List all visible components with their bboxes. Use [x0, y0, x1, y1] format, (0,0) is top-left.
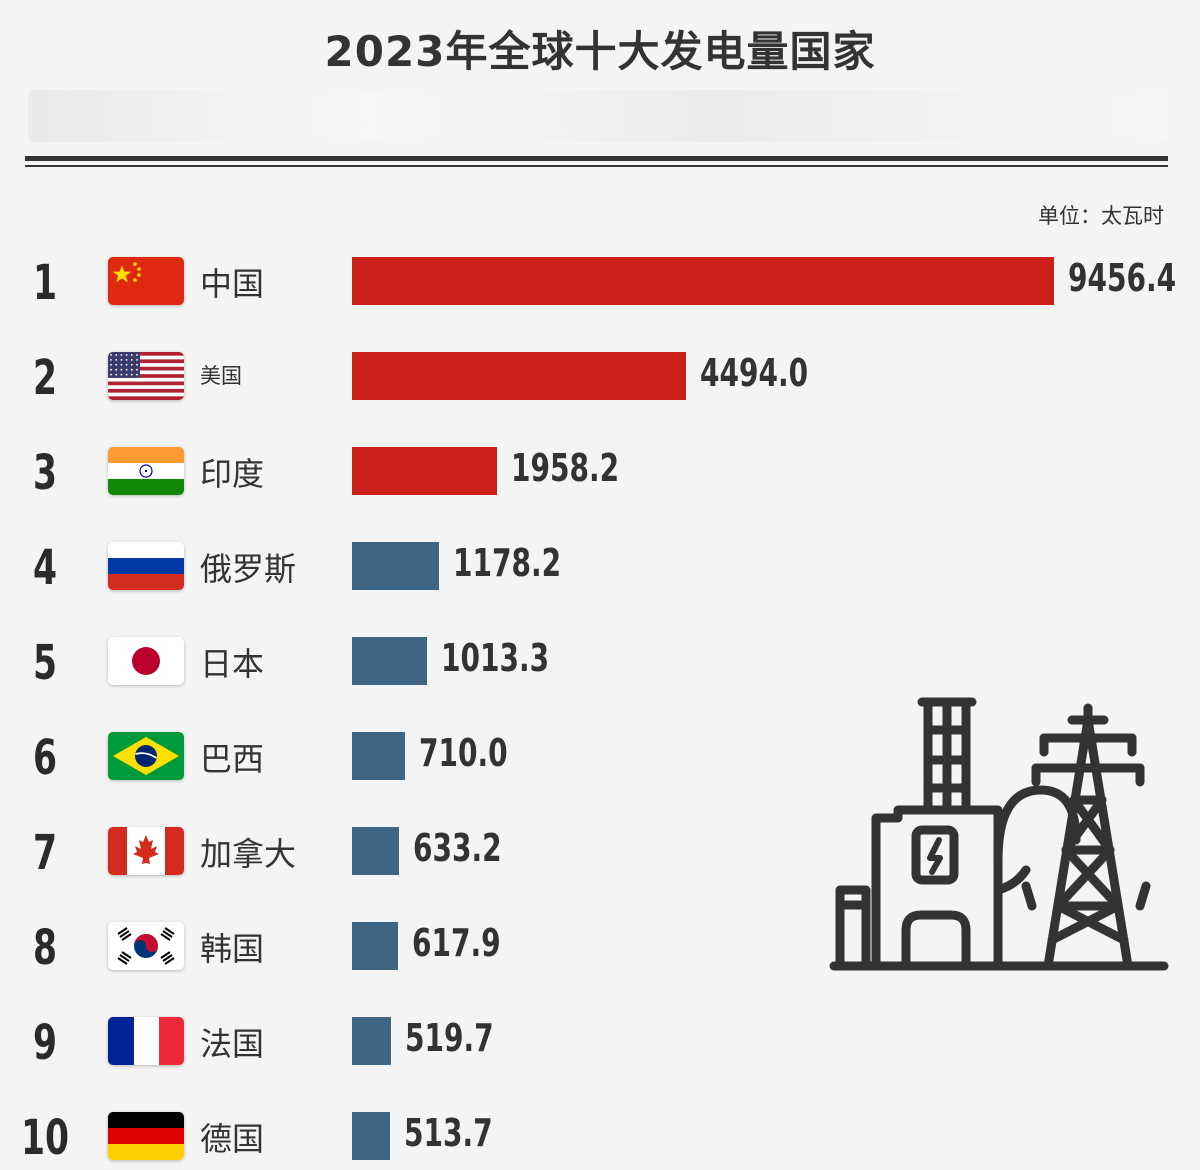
- value-label-south-korea: 617.9: [411, 921, 501, 965]
- rank-number: 10: [20, 1110, 70, 1166]
- russia-flag: [108, 542, 184, 590]
- brazil-flag: [108, 732, 184, 780]
- country-label-russia: 俄罗斯: [200, 550, 297, 588]
- germany-flag: [108, 1112, 184, 1160]
- header-rule-thin: [25, 165, 1168, 167]
- rank-number: 5: [32, 635, 58, 691]
- bar-brazil: [352, 732, 405, 780]
- canada-flag: [108, 827, 184, 875]
- header-rule-thick: [25, 156, 1168, 161]
- country-label-india: 印度: [200, 455, 265, 493]
- country-label-south-korea: 韩国: [200, 930, 265, 968]
- rank-number: 6: [32, 730, 58, 786]
- country-label-japan: 日本: [200, 645, 265, 683]
- rank-number: 1: [32, 255, 58, 311]
- value-label-china: 9456.4: [1068, 256, 1177, 300]
- rank-number: 8: [32, 920, 58, 976]
- power-plant-icon: [829, 697, 1169, 971]
- usa-flag: [108, 352, 184, 400]
- bar-south-korea: [352, 922, 398, 970]
- value-label-usa: 4494.0: [699, 351, 808, 395]
- bar-france: [352, 1017, 391, 1065]
- unit-label: 单位：太瓦时: [1038, 204, 1164, 228]
- blurred-subtitle-band: [28, 90, 1168, 142]
- country-label-brazil: 巴西: [200, 740, 265, 778]
- value-label-india: 1958.2: [511, 446, 620, 490]
- bar-india: [352, 447, 498, 495]
- bar-russia: [352, 542, 440, 590]
- value-label-germany: 513.7: [404, 1111, 493, 1155]
- rank-number: 4: [32, 540, 58, 596]
- bar-japan: [352, 637, 428, 685]
- france-flag: [108, 1017, 184, 1065]
- japan-flag: [108, 637, 184, 685]
- value-label-france: 519.7: [404, 1016, 494, 1060]
- value-label-canada: 633.2: [413, 826, 502, 870]
- country-label-canada: 加拿大: [200, 835, 297, 873]
- chart-title: 2023年全球十大发电量国家: [324, 27, 876, 76]
- value-label-russia: 1178.2: [453, 541, 562, 585]
- rank-number: 2: [32, 350, 58, 406]
- value-label-brazil: 710.0: [418, 731, 508, 775]
- india-flag: [108, 447, 184, 495]
- south-korea-flag: [108, 922, 184, 970]
- bar-germany: [352, 1112, 391, 1160]
- country-label-usa: 美国: [200, 364, 242, 388]
- rank-number: 3: [32, 445, 58, 501]
- country-label-france: 法国: [200, 1025, 265, 1063]
- bar-canada: [352, 827, 399, 875]
- rank-number: 7: [32, 825, 58, 881]
- country-label-china: 中国: [200, 265, 265, 303]
- bar-usa: [352, 352, 686, 400]
- rank-number: 9: [32, 1015, 58, 1071]
- value-label-japan: 1013.3: [441, 636, 550, 680]
- country-label-germany: 德国: [200, 1120, 265, 1158]
- china-flag: [108, 257, 184, 305]
- bar-china: [352, 257, 1054, 305]
